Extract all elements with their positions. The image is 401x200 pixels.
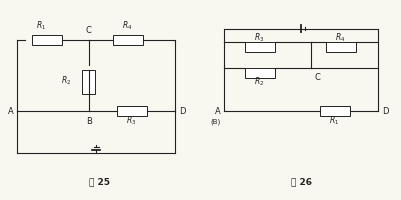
Bar [113,35,143,45]
Text: D: D [382,107,389,116]
Text: 图 25: 图 25 [89,177,110,186]
Text: $R_2$: $R_2$ [61,75,71,87]
Bar [245,42,275,52]
Text: (B): (B) [210,118,220,125]
Bar [320,106,350,116]
Bar [326,42,356,52]
Text: A: A [8,107,13,116]
Text: D: D [179,107,185,116]
Bar [117,106,147,116]
Text: $R_4$: $R_4$ [334,31,345,44]
Text: $R_1$: $R_1$ [329,114,339,127]
Text: $R_1$: $R_1$ [36,19,46,32]
Text: C: C [86,26,91,35]
Text: A: A [215,107,220,116]
Text: C: C [314,73,320,82]
Text: 图 26: 图 26 [291,177,312,186]
Text: $R_3$: $R_3$ [126,114,136,127]
Text: B: B [86,117,91,126]
Text: $R_2$: $R_2$ [254,76,264,88]
Text: $R_3$: $R_3$ [254,31,264,44]
Bar [245,68,275,78]
Bar [82,70,95,94]
Text: $R_4$: $R_4$ [122,19,132,32]
Bar [32,35,62,45]
